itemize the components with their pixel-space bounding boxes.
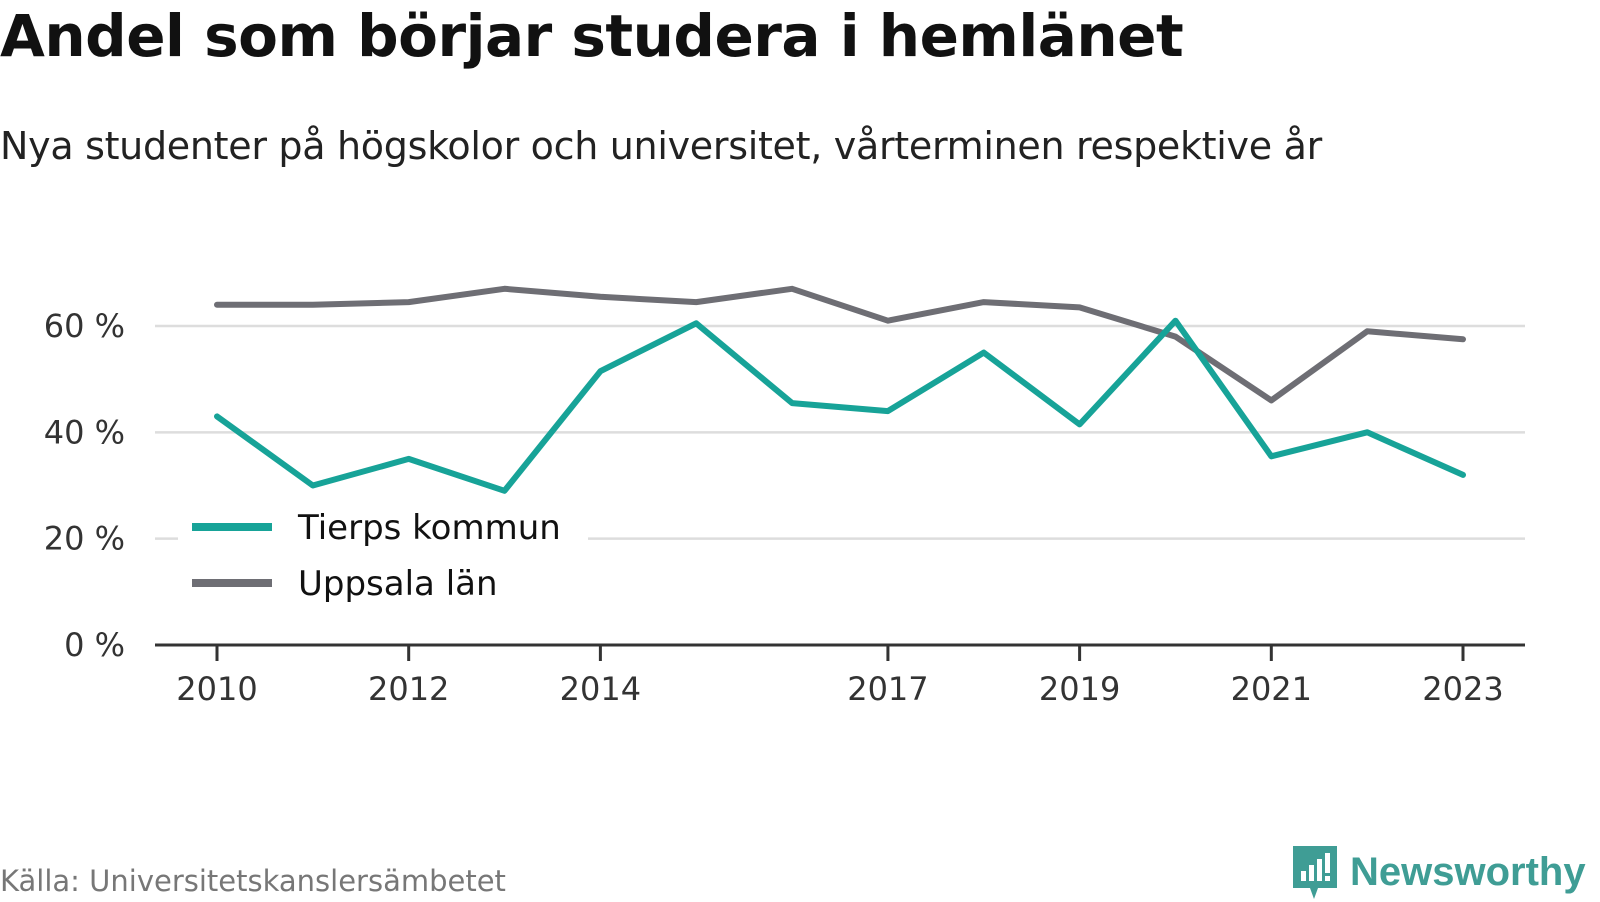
series-lines [214, 285, 1466, 494]
y-tick-label: 0 % [64, 626, 125, 664]
x-tick-label: 2012 [368, 670, 449, 708]
y-tick-label: 20 % [44, 520, 125, 558]
newsworthy-logo-icon [1293, 846, 1337, 899]
y-axis-ticks: 0 % 20 % 40 % 60 % [44, 307, 125, 664]
chart-title: Andel som börjar studera i hemlänet [0, 2, 1184, 70]
y-tick-label: 40 % [44, 413, 125, 451]
legend-background [178, 500, 588, 620]
brand-name: Newsworthy [1350, 849, 1586, 894]
x-axis-ticks: 2010 2012 2014 2017 2019 2021 2023 [176, 645, 1504, 708]
x-tick-label: 2010 [176, 670, 257, 708]
y-tick-label: 60 % [44, 307, 125, 345]
legend: Tierps kommun Uppsala län [178, 500, 588, 620]
x-tick-label: 2014 [560, 670, 641, 708]
x-tick-label: 2023 [1422, 670, 1503, 708]
chart-subtitle: Nya studenter på högskolor och universit… [0, 124, 1322, 168]
x-tick-label: 2017 [847, 670, 928, 708]
brand-logo[interactable]: Newsworthy [1290, 842, 1586, 902]
source-note: Källa: Universitetskanslersämbetet [0, 864, 506, 898]
series-line-uppsala [214, 285, 1466, 404]
legend-label: Tierps kommun [297, 508, 561, 548]
x-tick-label: 2021 [1231, 670, 1312, 708]
series-line-tierps [214, 317, 1466, 494]
legend-label: Uppsala län [298, 564, 498, 604]
x-tick-label: 2019 [1039, 670, 1120, 708]
